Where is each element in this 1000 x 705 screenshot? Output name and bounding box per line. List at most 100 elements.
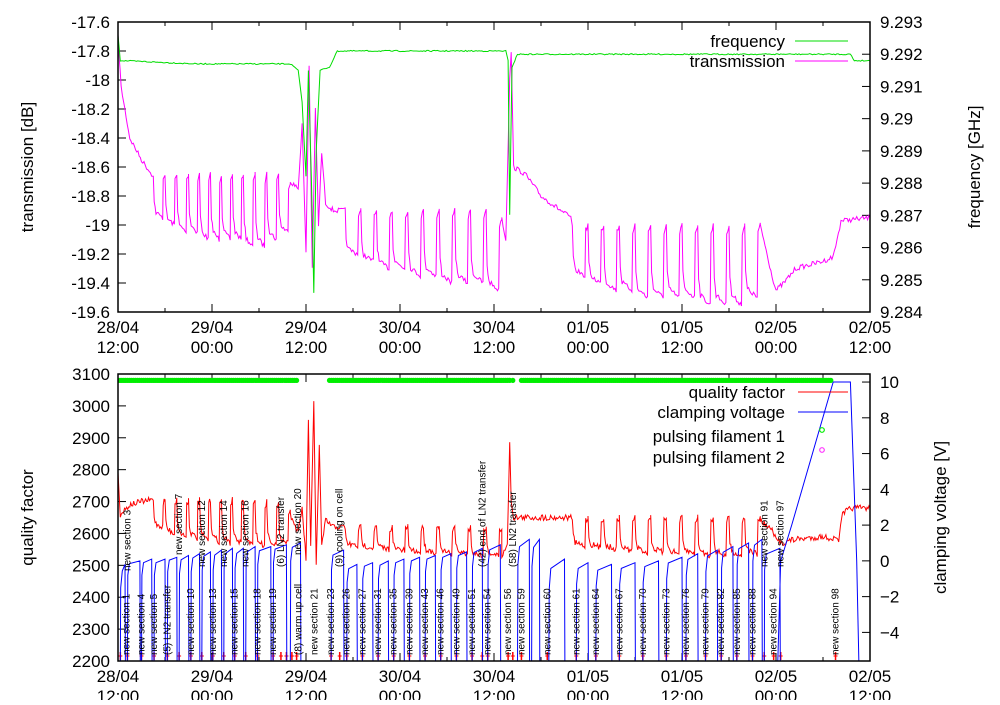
x-tick-label-time: 12:00 — [97, 338, 140, 357]
x-tick-label-time: 12:00 — [849, 338, 892, 357]
x-tick-label-date: 02/05 — [849, 318, 892, 337]
quality-factor-line — [118, 401, 870, 565]
section-annotation: new section 98 — [831, 588, 842, 655]
y2-tick-label: −2 — [880, 588, 899, 607]
x-tick-label-time: 00:00 — [567, 687, 610, 700]
section-annotation: new section 82 — [716, 588, 727, 655]
section-annotation: new section 70 — [638, 588, 649, 655]
x-tick-label-date: 01/05 — [661, 318, 704, 337]
section-annotation: (8) warm up cell — [293, 584, 304, 655]
section-annotation: new section 20 — [293, 488, 304, 555]
y-tick-label: -18.6 — [71, 158, 110, 177]
y2-tick-label: 9.287 — [880, 206, 923, 225]
section-annotation: new section 51 — [467, 588, 478, 655]
x-tick-label-time: 12:00 — [661, 687, 704, 700]
y-tick-label: 3100 — [72, 365, 110, 384]
section-annotation: new section 27 — [357, 588, 368, 655]
legend-transmission-label: transmission — [690, 52, 785, 71]
section-annotation: new section 56 — [503, 588, 514, 655]
legend-filament-1-marker — [819, 427, 825, 433]
y2-tick-label: 9.291 — [880, 77, 923, 96]
section-annotation: new section 35 — [389, 588, 400, 655]
section-annotation: (5) LN2 transfer — [162, 584, 173, 655]
y-tick-label: 2400 — [72, 588, 110, 607]
y-tick-label: -17.8 — [71, 42, 110, 61]
y2-tick-label: 10 — [880, 373, 899, 392]
y2-tick-label: 0 — [880, 552, 889, 571]
x-tick-label-date: 29/04 — [191, 667, 234, 686]
y2-tick-label: 9.284 — [880, 303, 923, 322]
section-annotation: new section 5 — [149, 593, 160, 655]
y-tick-label: -19.2 — [71, 245, 110, 264]
y-tick-label: -19 — [85, 216, 110, 235]
plot-area — [118, 377, 870, 661]
section-annotation: new section 60 — [542, 588, 553, 655]
section-annotation: new section 88 — [748, 588, 759, 655]
section-annotation: new section 31 — [373, 588, 384, 655]
legend-label: clamping voltage — [657, 403, 785, 422]
section-annotation: new section 3 — [122, 509, 133, 571]
x-tick-label-date: 30/04 — [473, 318, 516, 337]
y2-tick-label: 9.285 — [880, 271, 923, 290]
x-tick-label-time: 12:00 — [473, 687, 516, 700]
top-plot-transmission-frequency: 28/0412:0029/0400:0029/0412:0030/0400:00… — [18, 13, 984, 357]
x-tick-label-date: 29/04 — [191, 318, 234, 337]
x-tick-label-time: 00:00 — [567, 338, 610, 357]
y2-tick-label: 9.288 — [880, 174, 923, 193]
y-tick-label: -18.2 — [71, 100, 110, 119]
x-tick-label-time: 12:00 — [285, 338, 328, 357]
section-annotation: new section 16 — [241, 500, 252, 567]
section-annotation: new section 64 — [591, 588, 602, 655]
y-axis-label: quality factor — [18, 469, 37, 566]
y2-tick-label: 2 — [880, 516, 889, 535]
section-annotation: new section 4 — [137, 593, 148, 655]
y-tick-label: -18 — [85, 71, 110, 90]
section-annotation: new section 79 — [701, 588, 712, 655]
x-tick-label-date: 30/04 — [379, 667, 422, 686]
x-tick-label-time: 00:00 — [755, 338, 798, 357]
x-tick-label-time: 12:00 — [473, 338, 516, 357]
x-tick-label-date: 02/05 — [755, 318, 798, 337]
y2-axis-label: frequency [GHz] — [965, 106, 984, 229]
section-annotation: new section 1 — [121, 593, 132, 655]
x-tick-label-time: 12:00 — [849, 687, 892, 700]
section-annotation: new section 13 — [208, 588, 219, 655]
section-annotation: new section 7 — [174, 493, 185, 555]
x-tick-label-time: 12:00 — [97, 687, 140, 700]
y2-tick-label: 9.289 — [880, 142, 923, 161]
x-tick-label-time: 00:00 — [379, 687, 422, 700]
x-tick-label-time: 00:00 — [191, 687, 234, 700]
section-annotation: (42) end of LN2 transfer — [477, 460, 488, 567]
x-tick-label-date: 01/05 — [661, 667, 704, 686]
y-tick-label: 2700 — [72, 493, 110, 512]
pulsing-filament-1-point — [828, 377, 834, 383]
section-annotation: new section 67 — [614, 588, 625, 655]
section-annotation: (58) LN2 transfer — [508, 491, 519, 567]
y2-tick-label: −4 — [880, 623, 899, 642]
section-annotation: new section 12 — [197, 500, 208, 567]
x-tick-label-date: 30/04 — [379, 318, 422, 337]
y2-axis-label: clamping voltage [V] — [931, 441, 950, 594]
section-annotation: new section 73 — [661, 588, 672, 655]
x-tick-label-time: 12:00 — [661, 338, 704, 357]
y-tick-label: -18.8 — [71, 187, 110, 206]
y2-tick-label: 6 — [880, 445, 889, 464]
y2-tick-label: 9.286 — [880, 239, 923, 258]
x-tick-label-date: 29/04 — [285, 318, 328, 337]
x-tick-label-time: 00:00 — [191, 338, 234, 357]
section-annotation: (6) LN2 transfer — [276, 496, 287, 567]
plot-border — [117, 373, 871, 662]
x-tick-label-date: 28/04 — [97, 318, 140, 337]
y-tick-label: 2500 — [72, 556, 110, 575]
y-tick-label: -19.6 — [71, 303, 110, 322]
x-tick-label-date: 02/05 — [849, 667, 892, 686]
section-annotation: new section 14 — [219, 500, 230, 567]
y-axis-label: transmission [dB] — [18, 102, 37, 232]
legend-frequency-label: frequency — [710, 32, 785, 51]
section-annotation: new section 61 — [571, 588, 582, 655]
frequency-line — [117, 35, 871, 293]
y-tick-label: -17.6 — [71, 13, 110, 32]
y2-tick-label: 9.29 — [880, 110, 913, 129]
y-tick-label: 2900 — [72, 429, 110, 448]
